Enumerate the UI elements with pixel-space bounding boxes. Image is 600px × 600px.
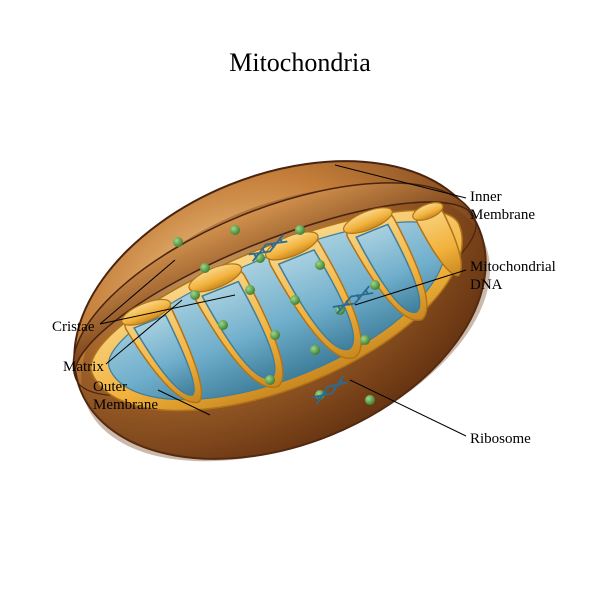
label-cristae: Cristae: [52, 318, 95, 336]
label-inner-membrane: InnerMembrane: [470, 188, 535, 224]
label-matrix: Matrix: [63, 358, 104, 376]
label-mitochondrial-dna: MitochondrialDNA: [470, 258, 556, 294]
label-ribosome: Ribosome: [470, 430, 531, 448]
label-outer-membrane: OuterMembrane: [93, 378, 158, 414]
diagram-title: Mitochondria: [0, 48, 600, 78]
mitochondria-diagram: [0, 0, 600, 600]
